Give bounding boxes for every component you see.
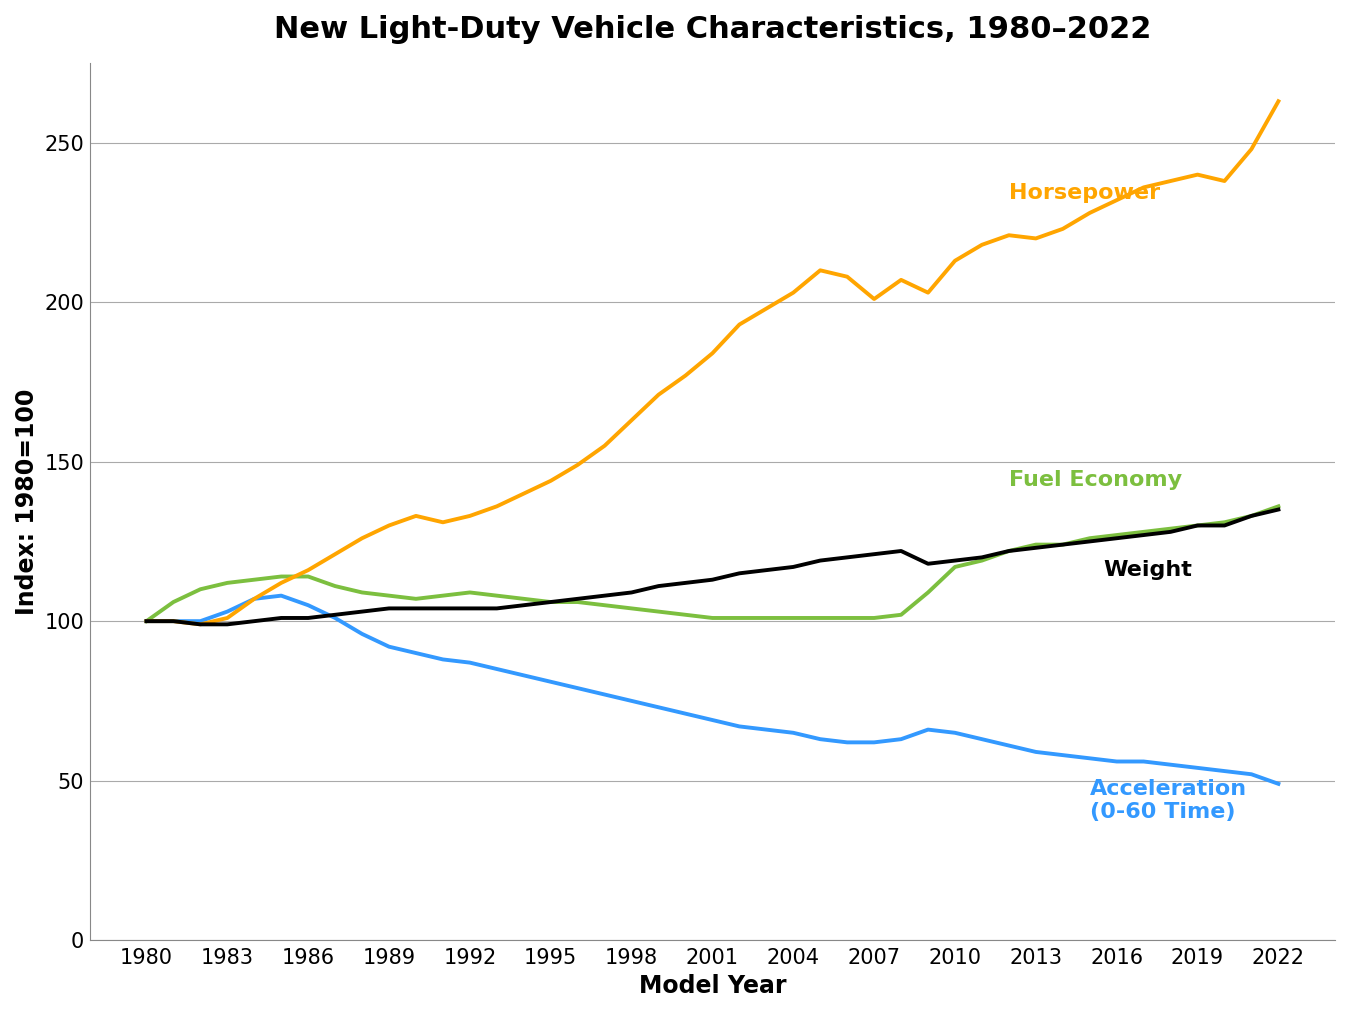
Text: Fuel Economy: Fuel Economy [1008,470,1183,490]
X-axis label: Model Year: Model Year [639,975,786,998]
Title: New Light-Duty Vehicle Characteristics, 1980–2022: New Light-Duty Vehicle Characteristics, … [274,15,1152,44]
Text: Horsepower: Horsepower [1008,183,1160,204]
Text: Weight: Weight [1103,560,1192,579]
Text: Acceleration
(0-60 Time): Acceleration (0-60 Time) [1089,779,1247,823]
Y-axis label: Index: 1980=100: Index: 1980=100 [15,388,39,615]
